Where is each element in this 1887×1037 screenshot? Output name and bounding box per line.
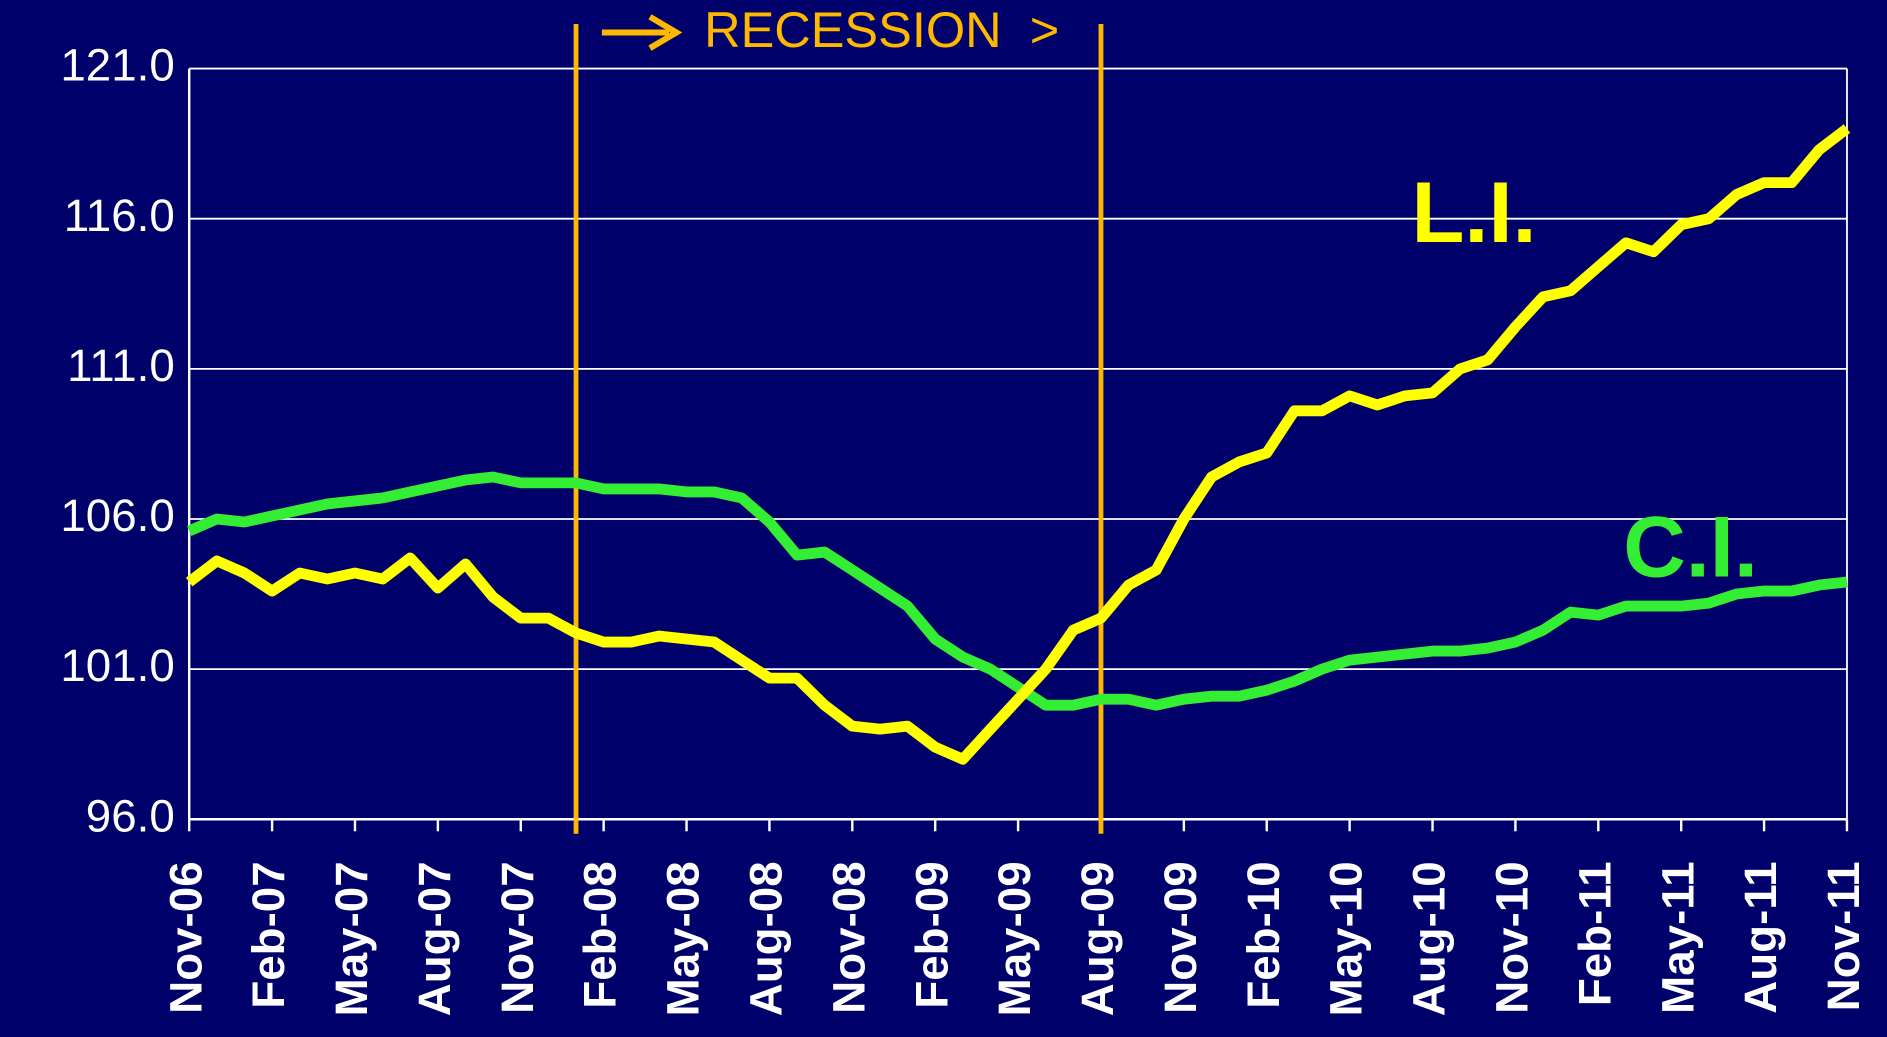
x-tick-label: Nov-07 bbox=[492, 861, 543, 1013]
x-tick-label: Feb-07 bbox=[243, 861, 294, 1008]
x-tick-label: Feb-09 bbox=[906, 861, 957, 1008]
x-tick-label: Feb-10 bbox=[1238, 861, 1289, 1008]
series-line bbox=[187, 471, 1848, 711]
y-tick-label: 116.0 bbox=[64, 190, 175, 241]
series-label: C.I. bbox=[1623, 499, 1758, 595]
x-tick-label: Feb-11 bbox=[1569, 861, 1620, 1006]
arrow-head bbox=[648, 14, 683, 51]
recession-label: RECESSION > bbox=[704, 1, 1059, 58]
x-tick-label: Feb-08 bbox=[575, 861, 626, 1008]
y-tick-label: 96.0 bbox=[86, 790, 175, 841]
y-tick-label: 111.0 bbox=[67, 340, 175, 391]
y-tick-label: 121.0 bbox=[60, 40, 174, 91]
x-tick-label: May-11 bbox=[1652, 861, 1703, 1013]
x-tick-label: May-08 bbox=[658, 861, 709, 1016]
x-tick-label: Aug-08 bbox=[741, 861, 792, 1016]
y-tick-label: 106.0 bbox=[60, 490, 174, 541]
x-tick-label: Nov-11 bbox=[1818, 861, 1869, 1011]
x-tick-label: Nov-10 bbox=[1486, 861, 1537, 1013]
x-tick-label: Nov-09 bbox=[1155, 861, 1206, 1013]
x-tick-label: May-07 bbox=[326, 861, 377, 1016]
x-tick-label: Aug-10 bbox=[1404, 861, 1455, 1016]
x-tick-label: May-09 bbox=[989, 861, 1040, 1016]
x-tick-label: Aug-09 bbox=[1072, 861, 1123, 1016]
plot-area: 96.0 101.0 106.0 111.0 116.0 121.0 Nov-06 Feb-0… bbox=[60, 24, 1869, 1016]
x-tick-label: Aug-11 bbox=[1735, 861, 1786, 1013]
x-tick-label: Nov-08 bbox=[823, 861, 874, 1013]
x-tick-label: Aug-07 bbox=[409, 861, 460, 1016]
x-tick-label: Nov-06 bbox=[160, 861, 211, 1013]
y-tick-label: 101.0 bbox=[60, 640, 174, 691]
series-label: L.I. bbox=[1411, 165, 1536, 261]
x-tick-label: May-10 bbox=[1321, 861, 1372, 1016]
series-line bbox=[185, 124, 1851, 765]
